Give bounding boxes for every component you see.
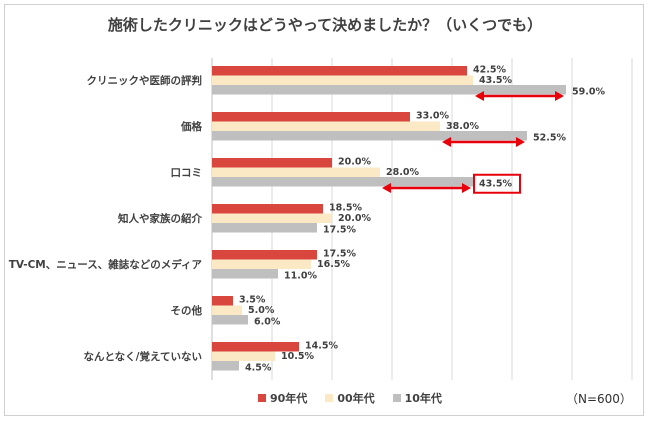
data-label: 42.5% <box>473 64 506 75</box>
bar <box>212 121 440 131</box>
data-label: 10.5% <box>281 351 314 362</box>
bar <box>212 204 323 214</box>
arrowhead-left <box>442 137 451 147</box>
category-label: その他 <box>171 304 203 317</box>
category-label: 口コミ <box>171 167 203 179</box>
legend-item-00s: 00年代 <box>325 390 375 406</box>
legend-swatch-00s <box>325 394 334 402</box>
legend-item-90s: 90年代 <box>258 390 307 406</box>
data-label: 43.5% <box>479 178 512 189</box>
data-label: 16.5% <box>317 259 350 270</box>
arrowhead-left <box>475 91 484 101</box>
bar <box>212 342 299 352</box>
legend-swatch-90s <box>258 394 266 402</box>
bar <box>212 131 527 141</box>
legend-swatch-10s <box>392 394 401 402</box>
bar <box>212 305 242 315</box>
bar <box>212 75 473 85</box>
data-label: 43.5% <box>479 75 512 86</box>
chart-legend: 90年代 00年代 10年代 <box>258 390 442 406</box>
bar <box>212 250 317 260</box>
arrowhead-right <box>555 91 564 101</box>
bar <box>212 213 332 223</box>
data-label: 17.5% <box>323 248 356 259</box>
bar <box>212 177 473 187</box>
bar <box>212 223 317 233</box>
category-label: 知人や家族の紹介 <box>118 212 202 225</box>
data-label: 52.5% <box>533 132 566 143</box>
data-label: 20.0% <box>338 156 371 167</box>
legend-label-00s: 00年代 <box>337 392 375 405</box>
legend-label-10s: 10年代 <box>404 392 442 405</box>
bar <box>212 167 380 177</box>
data-label: 14.5% <box>305 340 338 351</box>
category-label: 価格 <box>180 120 202 133</box>
data-label: 17.5% <box>323 224 356 235</box>
data-label: 28.0% <box>386 167 419 178</box>
data-label: 33.0% <box>416 110 449 121</box>
bar <box>212 85 566 95</box>
bar <box>212 351 275 361</box>
data-label: 5.0% <box>248 305 275 316</box>
data-label: 3.5% <box>239 294 266 305</box>
bar <box>212 315 248 325</box>
bar <box>212 259 311 269</box>
arrowhead-left <box>382 183 391 193</box>
data-label: 20.0% <box>338 213 371 224</box>
highlight-box <box>473 173 521 194</box>
bar <box>212 66 467 76</box>
category-label: TV-CM、ニュース、雑誌などのメディア <box>9 258 203 271</box>
chart-title: 施術したクリニックはどうやって決めましたか？（いくつでも） <box>107 16 543 34</box>
legend-label-90s: 90年代 <box>270 392 308 405</box>
category-label: クリニックや医師の評判 <box>87 74 203 87</box>
data-label: 4.5% <box>245 362 272 373</box>
bar <box>212 269 278 279</box>
arrowhead-right <box>462 183 471 193</box>
arrowhead-right <box>516 137 525 147</box>
legend-item-10s: 10年代 <box>392 390 442 406</box>
bar <box>212 158 332 168</box>
sample-size-note: （N=600） <box>566 392 632 406</box>
bar <box>212 112 410 122</box>
bar <box>212 296 233 306</box>
data-label: 38.0% <box>446 121 479 132</box>
data-label: 11.0% <box>284 270 317 281</box>
data-label: 6.0% <box>254 316 281 327</box>
data-label: 59.0% <box>572 86 605 97</box>
data-label: 18.5% <box>329 202 362 213</box>
category-label: なんとなく/覚えていない <box>84 350 203 363</box>
bar <box>212 361 239 371</box>
